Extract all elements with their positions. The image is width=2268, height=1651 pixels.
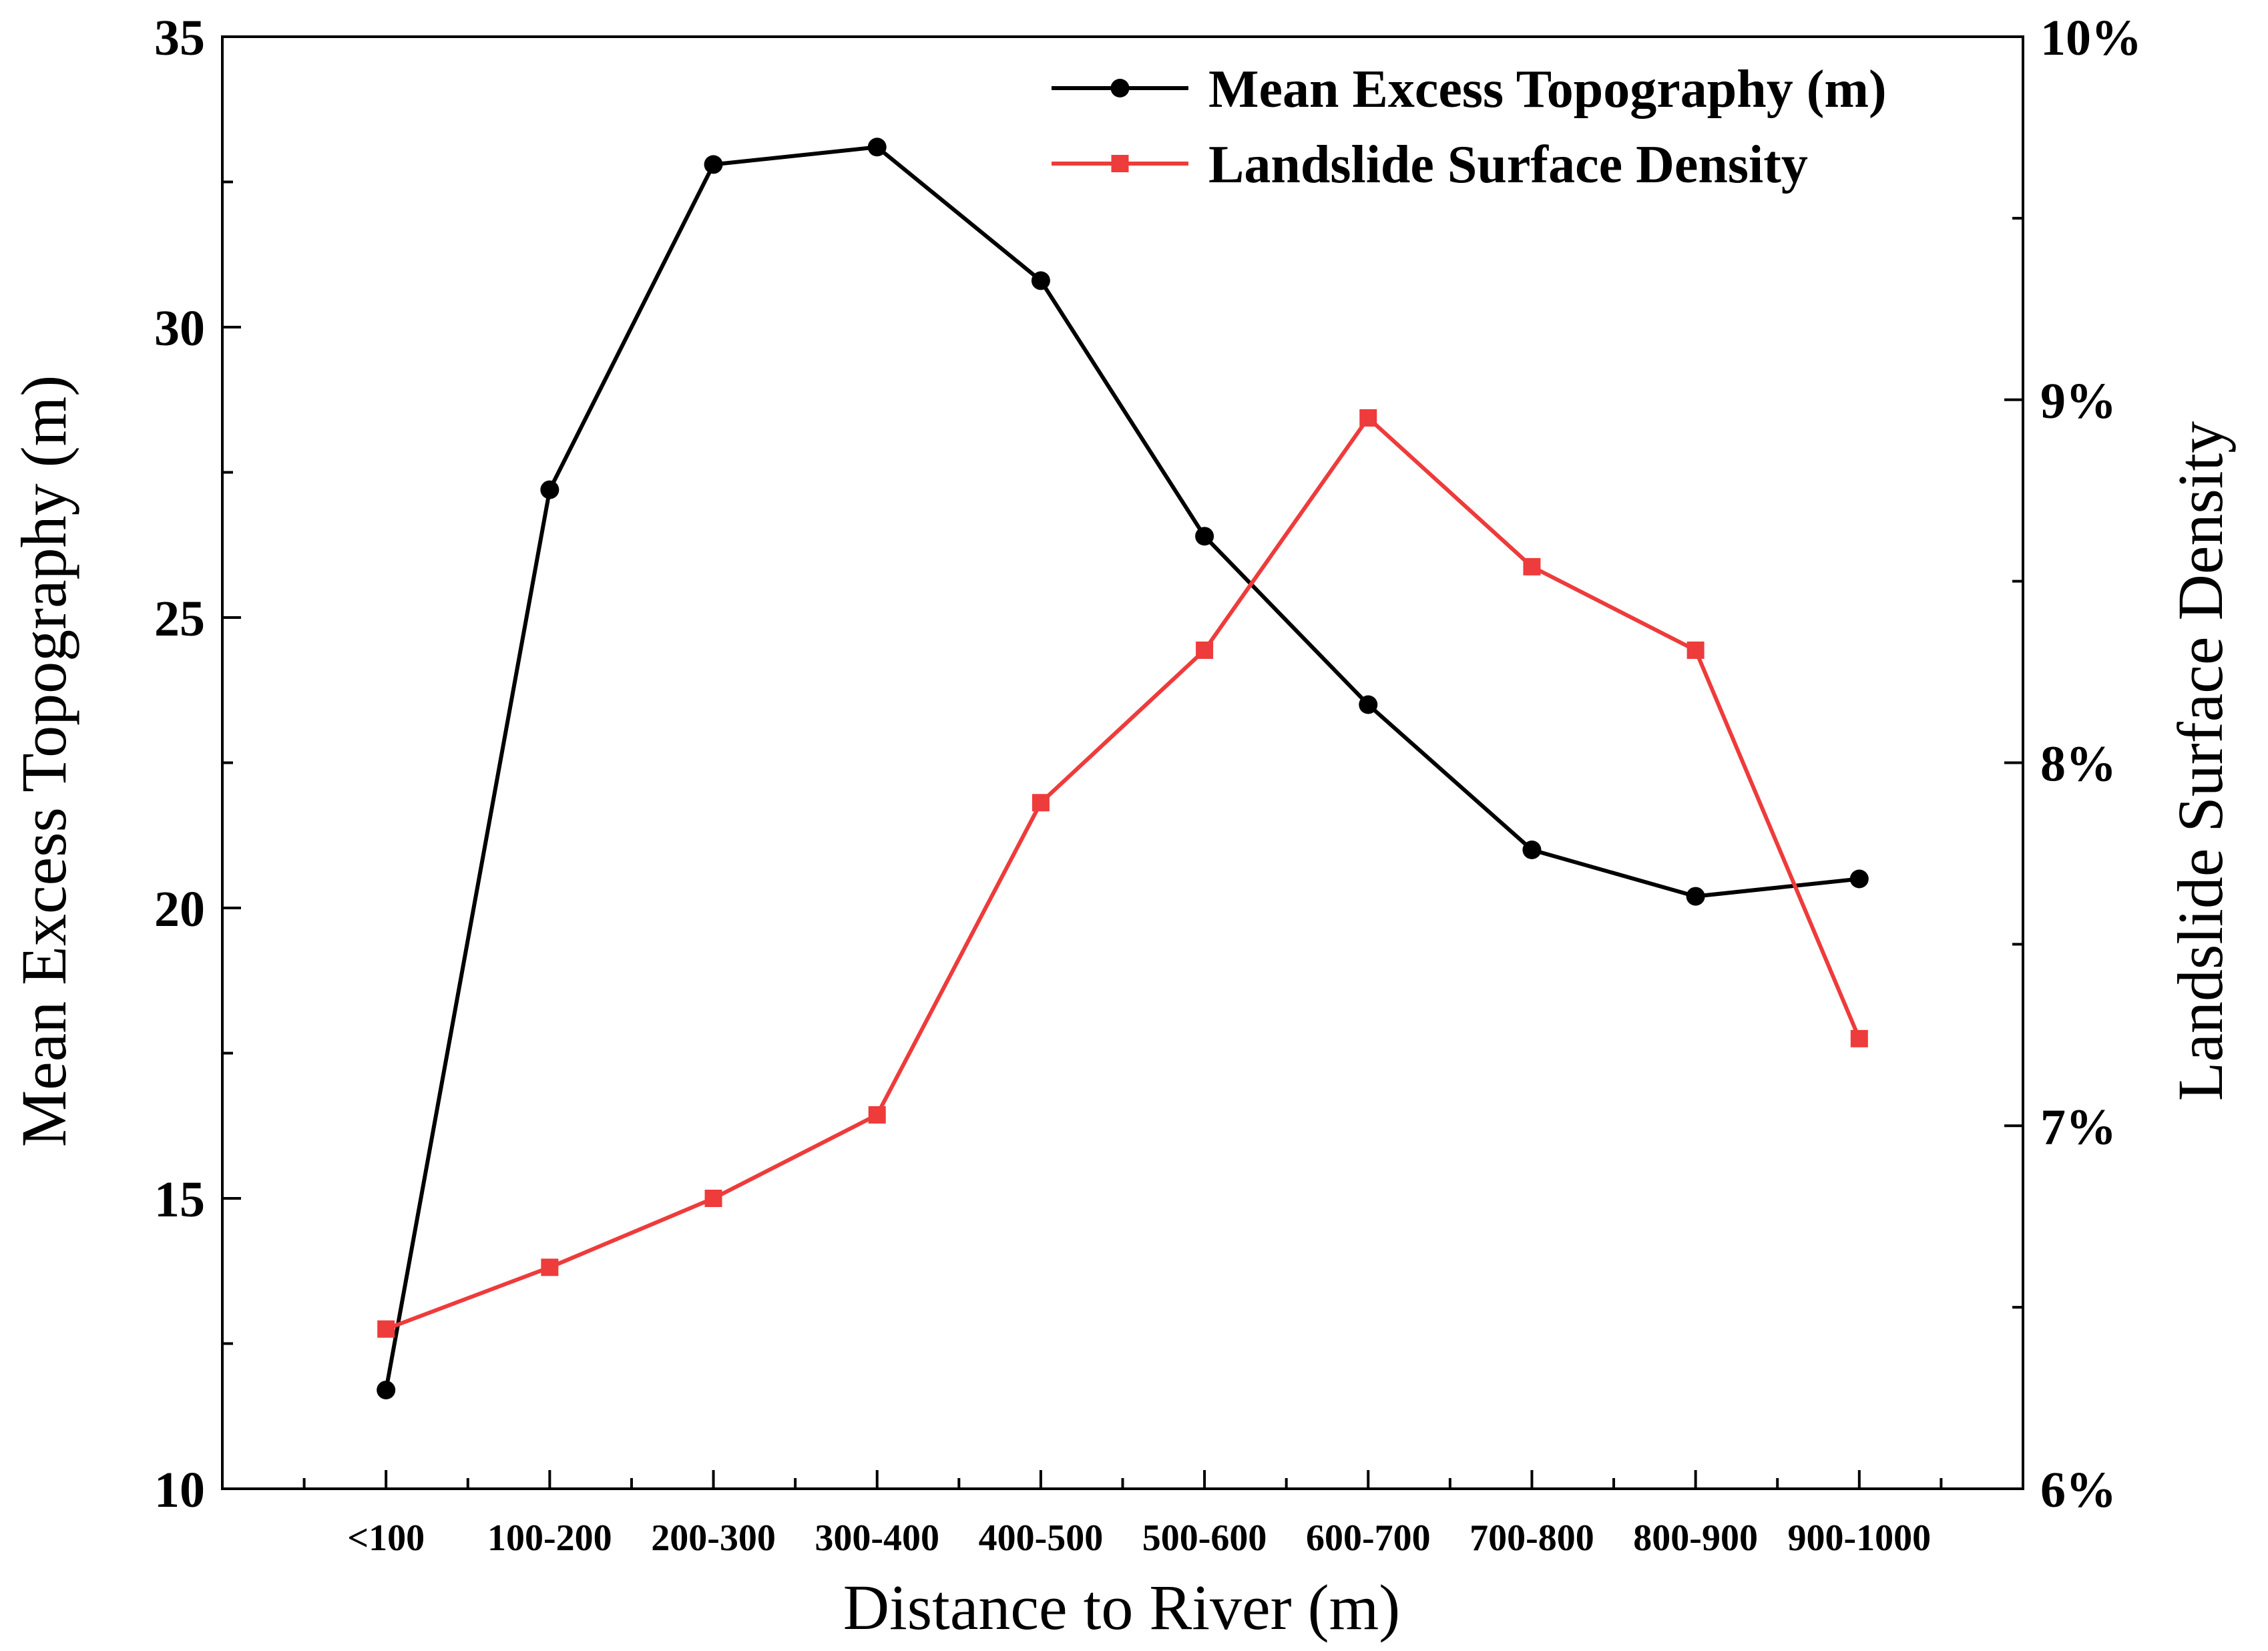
data-point-2 (377, 1320, 395, 1338)
y2-tick-label: 6% (2040, 1462, 2116, 1518)
plot-frame (221, 35, 2024, 1490)
y-tick-label: 20 (154, 881, 205, 937)
y-tick-label: 25 (154, 591, 205, 647)
x-tick-label: 300-400 (815, 1517, 939, 1559)
y2-axis-title: Landslide Surface Density (2165, 421, 2236, 1101)
data-point-2 (541, 1258, 559, 1276)
x-tick-label: 500-600 (1142, 1517, 1267, 1559)
data-point-2 (1196, 641, 1214, 659)
series-line-2 (385, 415, 1861, 1331)
y2-tick-label: 7% (2040, 1099, 2116, 1155)
data-point-2 (704, 1190, 722, 1207)
data-point-2 (1032, 794, 1050, 812)
data-point-1 (1522, 841, 1542, 859)
y2-tick-label: 8% (2040, 736, 2116, 792)
data-point-1 (1686, 887, 1705, 906)
x-tick-label: 800-900 (1633, 1517, 1758, 1559)
legend-label-2: Landslide Surface Density (1208, 136, 1808, 194)
series-line-1 (384, 145, 1860, 1391)
x-tick-label: 700-800 (1469, 1517, 1594, 1559)
axes-group: 10 15 20 25 30 35 6% 7% 8% 9% 10% <100 100-200 200-30… (154, 10, 2142, 1559)
y2-tick-label: 10% (2040, 10, 2142, 66)
data-point-2 (1523, 557, 1541, 575)
y-tick-label: 15 (154, 1172, 205, 1228)
legend-label-1: Mean Excess Topography (m) (1208, 60, 1887, 119)
data-point-1 (867, 138, 887, 157)
data-point-1 (540, 480, 559, 499)
data-point-1 (1359, 695, 1378, 714)
y-tick-label: 30 (154, 300, 205, 357)
x-tick-label: 600-700 (1306, 1517, 1431, 1559)
y-tick-label: 10 (154, 1462, 205, 1518)
x-axis-title: Distance to River (m) (843, 1572, 1400, 1643)
legend: Mean Excess Topography (m) Landslide Surf… (1052, 60, 1887, 194)
legend-marker-1 (1110, 79, 1130, 97)
data-point-1 (1849, 869, 1869, 889)
y-tick-label: 35 (154, 10, 205, 66)
series-group (377, 138, 1869, 1400)
x-tick-label: <100 (347, 1517, 425, 1559)
x-tick-label: 400-500 (979, 1517, 1104, 1559)
y-axis-title: Mean Excess Topography (m) (8, 375, 79, 1148)
data-point-1 (1031, 271, 1050, 290)
data-point-2 (1686, 641, 1705, 659)
x-tick-label: 200-300 (651, 1517, 776, 1559)
data-point-1 (704, 155, 723, 174)
x-tick-label: 100-200 (487, 1517, 612, 1559)
legend-marker-2 (1111, 155, 1129, 172)
data-point-2 (1359, 409, 1377, 427)
y2-tick-label: 9% (2040, 373, 2116, 429)
data-point-1 (377, 1381, 396, 1400)
data-point-2 (868, 1106, 886, 1124)
data-point-1 (1195, 527, 1214, 546)
x-tick-label: 900-1000 (1787, 1517, 1931, 1559)
data-point-2 (1850, 1029, 1868, 1047)
